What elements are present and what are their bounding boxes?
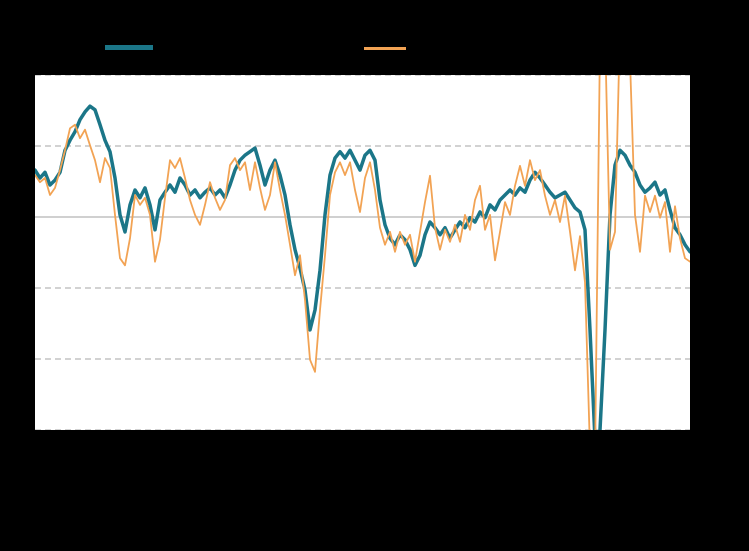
series-line-orange-series — [35, 75, 690, 430]
plot-background — [35, 75, 690, 430]
legend — [0, 0, 749, 70]
legend-swatch-orange-series — [364, 47, 406, 50]
legend-swatch-teal-series — [105, 45, 153, 50]
series-line-teal-series — [35, 104, 690, 430]
series-lines — [35, 75, 690, 430]
plot-area — [35, 75, 690, 430]
